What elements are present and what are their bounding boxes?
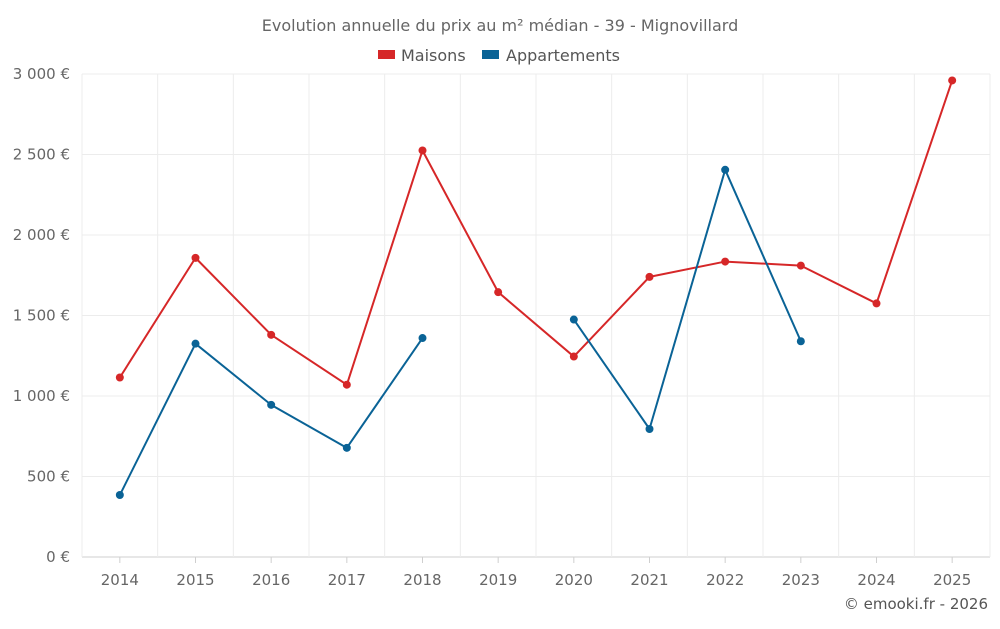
data-point-appartements[interactable] bbox=[569, 315, 578, 324]
x-tick-label: 2016 bbox=[252, 571, 290, 589]
x-tick-label: 2019 bbox=[479, 571, 517, 589]
y-axis: 0 € 500 € 1 000 € 1 500 € 2 000 € 2 500 € 3 00… bbox=[13, 65, 70, 566]
x-tick-label: 2025 bbox=[933, 571, 971, 589]
x-tick-label: 2015 bbox=[176, 571, 214, 589]
y-tick-label: 3 000 € bbox=[13, 65, 70, 83]
data-point-maisons[interactable] bbox=[872, 299, 881, 308]
data-point-appartements[interactable] bbox=[267, 400, 276, 409]
x-tick-label: 2014 bbox=[101, 571, 139, 589]
legend-item-appartements[interactable]: Appartements bbox=[482, 46, 620, 65]
series-line-maisons bbox=[118, 79, 954, 386]
x-tick-label: 2023 bbox=[782, 571, 820, 589]
data-point-maisons[interactable] bbox=[796, 261, 805, 270]
data-point-maisons[interactable] bbox=[569, 352, 578, 361]
y-tick-label: 1 500 € bbox=[13, 307, 70, 325]
legend-swatch-appartements bbox=[482, 50, 499, 59]
data-point-maisons[interactable] bbox=[191, 253, 200, 262]
legend-label-appartements: Appartements bbox=[506, 46, 620, 65]
data-point-maisons[interactable] bbox=[342, 380, 351, 389]
y-tick-label: 2 500 € bbox=[13, 146, 70, 164]
series-line-appartements bbox=[118, 337, 424, 497]
series-line-appartements bbox=[572, 168, 802, 431]
data-point-appartements[interactable] bbox=[342, 443, 351, 452]
data-point-appartements[interactable] bbox=[796, 337, 805, 346]
series-maisons bbox=[115, 76, 957, 389]
x-tick-label: 2020 bbox=[555, 571, 593, 589]
legend-item-maisons[interactable]: Maisons bbox=[378, 46, 466, 65]
data-point-maisons[interactable] bbox=[115, 373, 124, 382]
series-appartements bbox=[115, 165, 805, 500]
y-tick-label: 2 000 € bbox=[13, 226, 70, 244]
x-axis: 2014 2015 2016 2017 2018 2019 2020 2021 2022 2023… bbox=[101, 557, 971, 589]
legend-swatch-maisons bbox=[378, 50, 395, 59]
data-point-maisons[interactable] bbox=[645, 272, 654, 281]
data-point-appartements[interactable] bbox=[418, 334, 427, 343]
chart-title: Evolution annuelle du prix au m² médian … bbox=[262, 16, 738, 35]
data-point-maisons[interactable] bbox=[267, 330, 276, 339]
data-point-appartements[interactable] bbox=[191, 339, 200, 348]
legend: Maisons Appartements bbox=[378, 46, 620, 65]
x-tick-label: 2022 bbox=[706, 571, 744, 589]
y-tick-label: 500 € bbox=[27, 468, 70, 486]
grid bbox=[81, 73, 991, 558]
y-tick-label: 0 € bbox=[46, 548, 70, 566]
data-point-appartements[interactable] bbox=[721, 165, 730, 174]
credit-text: © emooki.fr - 2026 bbox=[844, 595, 988, 613]
x-tick-label: 2018 bbox=[403, 571, 441, 589]
data-point-maisons[interactable] bbox=[948, 76, 957, 85]
y-tick-label: 1 000 € bbox=[13, 387, 70, 405]
series-layer bbox=[115, 76, 957, 500]
data-point-maisons[interactable] bbox=[494, 288, 503, 297]
data-point-appartements[interactable] bbox=[645, 425, 654, 434]
x-tick-label: 2021 bbox=[630, 571, 668, 589]
legend-label-maisons: Maisons bbox=[401, 46, 466, 65]
x-tick-label: 2017 bbox=[328, 571, 366, 589]
x-tick-label: 2024 bbox=[857, 571, 895, 589]
data-point-appartements[interactable] bbox=[115, 491, 124, 500]
data-point-maisons[interactable] bbox=[418, 146, 427, 155]
data-point-maisons[interactable] bbox=[721, 257, 730, 266]
